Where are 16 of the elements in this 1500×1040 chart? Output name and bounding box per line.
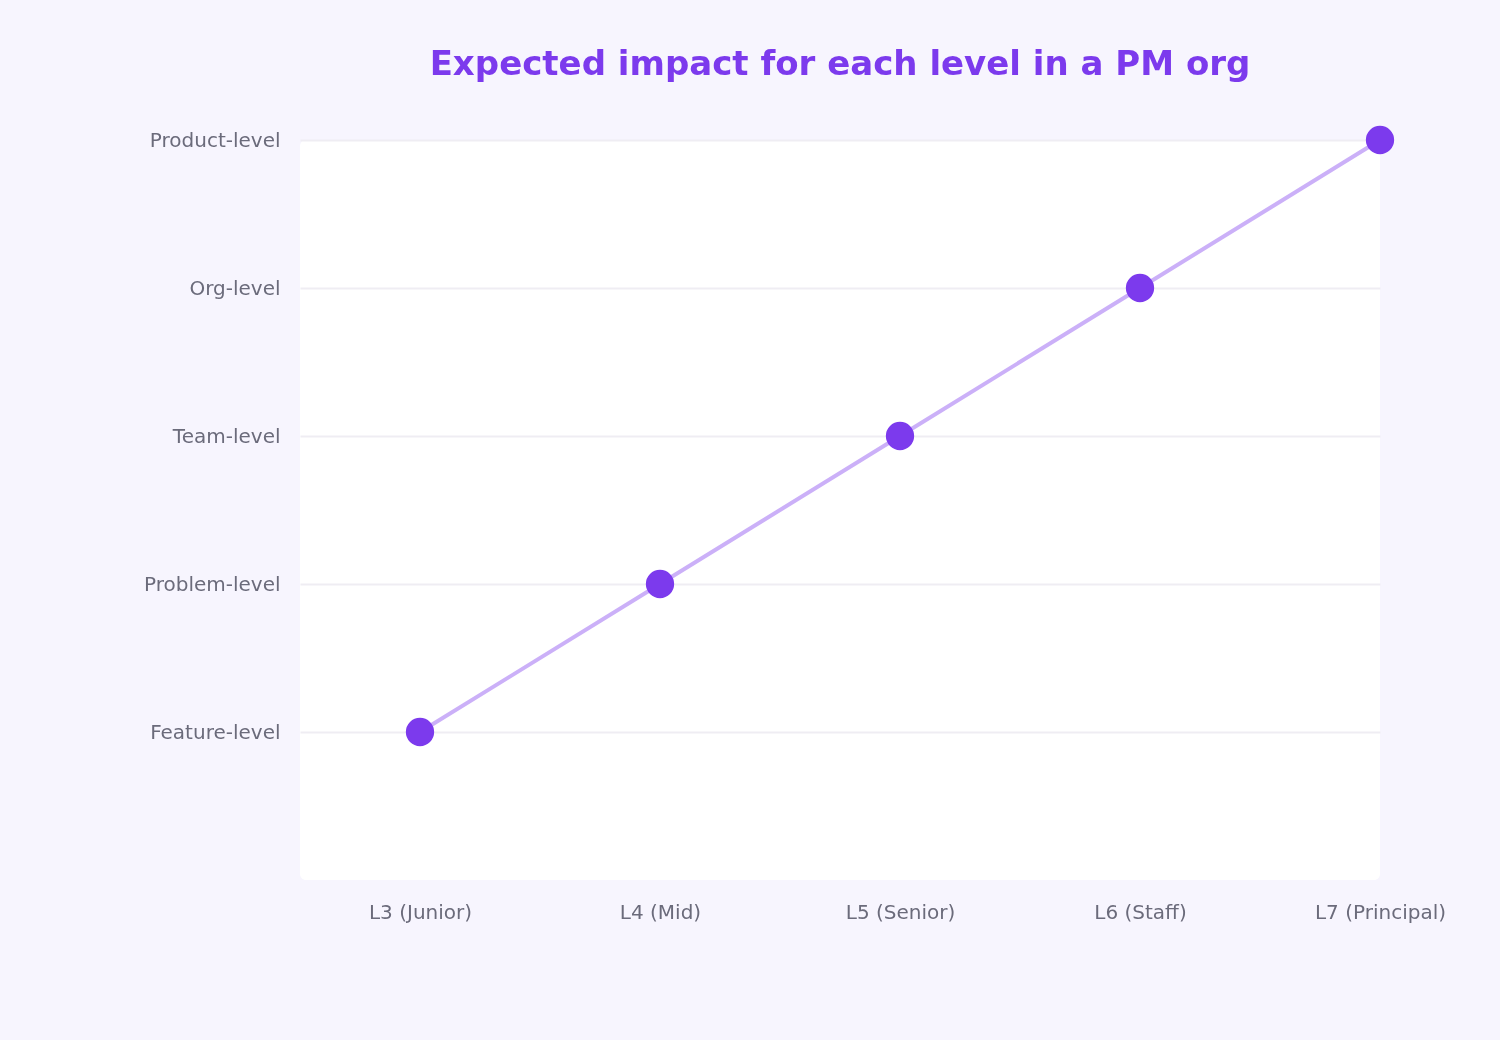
category-label: Team-level — [172, 423, 281, 448]
point — [405, 717, 435, 747]
point — [1125, 273, 1155, 303]
category-label: Problem-level — [143, 571, 281, 596]
x-tick-label: L3 (Junior) — [368, 899, 473, 924]
point — [645, 569, 675, 599]
category-label: Product-level — [149, 127, 281, 152]
category-label: Org-level — [189, 275, 281, 300]
chart-title: Expected impact for each level in a PM org — [429, 42, 1251, 83]
point — [1365, 125, 1395, 155]
x-tick-label: L4 (Mid) — [619, 899, 702, 924]
x-tick-label: L6 (Staff) — [1094, 899, 1187, 924]
x-tick-label: L7 (Principal) — [1314, 899, 1447, 924]
point — [885, 421, 915, 451]
category-label: Feature-level — [150, 719, 281, 744]
x-tick-label: L5 (Senior) — [845, 899, 956, 924]
